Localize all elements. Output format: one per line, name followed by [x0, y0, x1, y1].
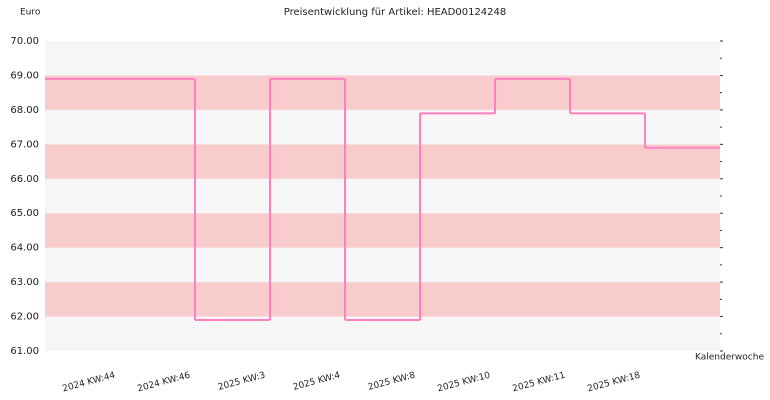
x-tick-label: 2025 KW:4 — [292, 371, 342, 393]
chart-title: Preisentwicklung für Artikel: HEAD001242… — [284, 7, 507, 18]
x-tick-label: 2024 KW:44 — [61, 371, 116, 395]
stripe — [45, 213, 720, 248]
stripe — [45, 282, 720, 317]
stripe — [45, 144, 720, 179]
stripe — [45, 247, 720, 283]
y-tick-label: 67.00 — [10, 139, 39, 150]
x-axis-label: Kalenderwoche — [695, 353, 764, 363]
y-tick-label: 68.00 — [10, 105, 39, 116]
x-tick-label: 2024 KW:46 — [136, 371, 191, 395]
y-tick-label: 63.00 — [10, 277, 39, 288]
x-tick-label: 2025 KW:18 — [586, 371, 641, 395]
y-axis-label: Euro — [20, 8, 41, 18]
stripe — [45, 316, 720, 351]
x-tick-label: 2025 KW:10 — [436, 371, 491, 395]
stripe — [45, 178, 720, 214]
x-tick-label: 2025 KW:3 — [217, 371, 266, 393]
stripe — [45, 75, 720, 110]
stripe — [45, 109, 720, 145]
x-tick-label: 2025 KW:8 — [367, 371, 417, 393]
y-tick-label: 65.00 — [10, 208, 39, 219]
x-tick-label: 2025 KW:11 — [511, 371, 566, 395]
y-tick-label: 64.00 — [10, 243, 39, 254]
stripe — [45, 41, 720, 76]
y-tick-label: 69.00 — [10, 70, 39, 81]
y-tick-label: 70.00 — [10, 36, 39, 47]
y-tick-label: 62.00 — [10, 312, 39, 323]
y-tick-label: 66.00 — [10, 174, 39, 185]
y-tick-label: 61.00 — [10, 346, 39, 357]
